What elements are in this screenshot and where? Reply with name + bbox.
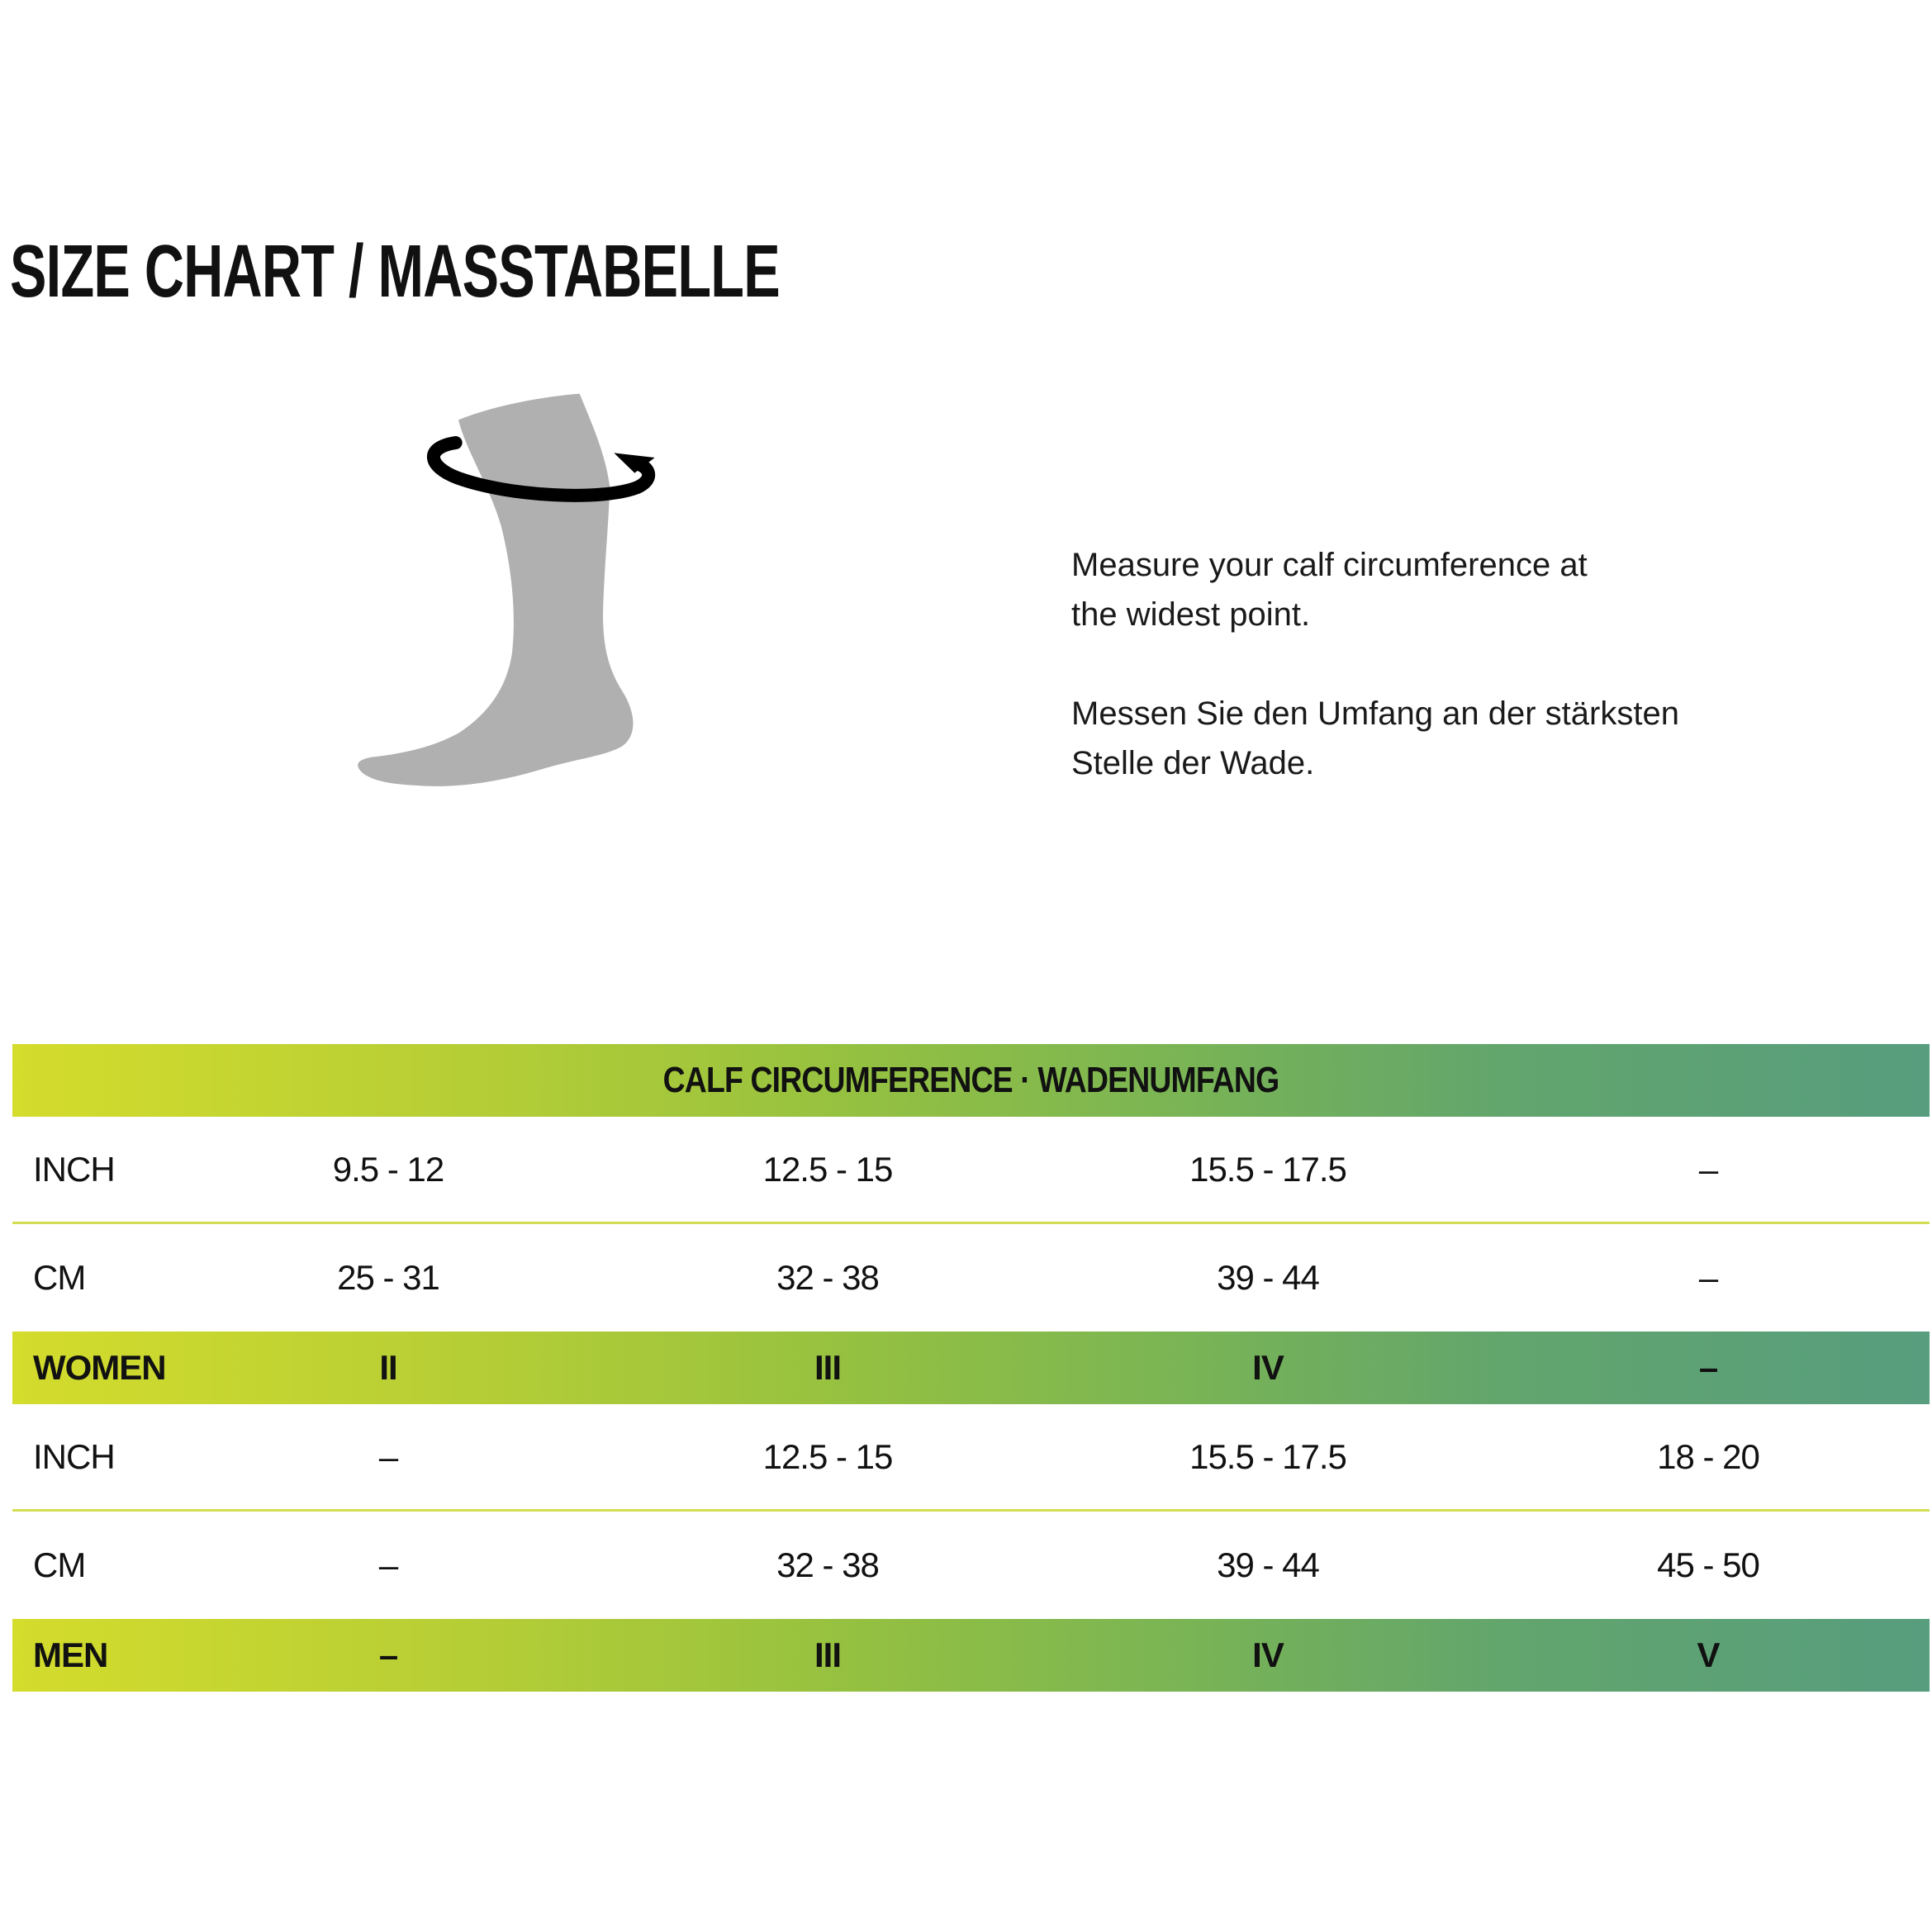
table-header: CALF CIRCUMFERENCE · WADENUMFANG [12, 1044, 1930, 1117]
size-cell: V [1697, 1635, 1720, 1674]
table-row-men-sizes: MEN – III IV V [12, 1619, 1930, 1692]
instruction-line: Messen Sie den Umfang an der stärksten [1071, 695, 1679, 732]
instructions-german: Messen Sie den Umfang an der stärksten S… [1071, 689, 1815, 788]
sock-icon [358, 393, 634, 786]
size-cell: IV [1252, 1348, 1284, 1387]
table-cell: 39 - 44 [1217, 1258, 1320, 1297]
table-cell: 9.5 - 12 [332, 1149, 444, 1189]
table-cell: 32 - 38 [776, 1258, 880, 1297]
size-cell: III [814, 1348, 842, 1387]
size-cell: – [1698, 1348, 1718, 1387]
instruction-line: the widest point. [1071, 596, 1311, 633]
table-cell: – [1698, 1258, 1718, 1297]
size-cell: III [814, 1635, 842, 1674]
table-row-men-cm: CM – 32 - 38 39 - 44 45 - 50 [12, 1512, 1930, 1619]
table-row-women-inch: INCH 9.5 - 12 12.5 - 15 15.5 - 17.5 – [12, 1117, 1930, 1224]
instruction-line: Stelle der Wade. [1071, 745, 1315, 781]
size-cell: IV [1252, 1635, 1284, 1674]
table-row-women-cm: CM 25 - 31 32 - 38 39 - 44 – [12, 1224, 1930, 1332]
table-cell: 18 - 20 [1657, 1436, 1760, 1476]
table-cell: 25 - 31 [337, 1258, 440, 1297]
size-cell: II [379, 1348, 397, 1387]
table-cell: 12.5 - 15 [762, 1436, 894, 1476]
page-title: SIZE CHART / MASSTABELLE [10, 230, 781, 313]
table-cell: – [1698, 1149, 1718, 1189]
row-label: CM [33, 1545, 86, 1584]
table-cell: 32 - 38 [776, 1545, 880, 1584]
table-row-women-sizes: WOMEN II III IV – [12, 1332, 1930, 1404]
circumference-arrow-icon [427, 436, 656, 502]
row-label: WOMEN [33, 1348, 167, 1387]
row-label: CM [33, 1258, 86, 1297]
row-label: INCH [33, 1436, 116, 1476]
table-cell: – [378, 1436, 398, 1476]
measuring-instructions: Measure your calf circumference at the w… [1071, 540, 1815, 838]
size-cell: – [378, 1635, 398, 1674]
table-cell: 15.5 - 17.5 [1189, 1436, 1347, 1476]
arrowhead-icon [614, 453, 655, 473]
sock-measurement-icon [358, 393, 656, 786]
table-row-men-inch: INCH – 12.5 - 15 15.5 - 17.5 18 - 20 [12, 1404, 1930, 1512]
table-cell: 15.5 - 17.5 [1189, 1149, 1347, 1189]
table-header-label: CALF CIRCUMFERENCE · WADENUMFANG [662, 1060, 1280, 1100]
size-table: CALF CIRCUMFERENCE · WADENUMFANG INCH 9.… [12, 1044, 1930, 1692]
instruction-line: Measure your calf circumference at [1071, 547, 1588, 583]
instructions-english: Measure your calf circumference at the w… [1071, 540, 1815, 639]
table-cell: – [378, 1545, 398, 1584]
table-cell: 12.5 - 15 [762, 1149, 894, 1189]
row-label: INCH [33, 1149, 116, 1189]
row-label: MEN [33, 1635, 108, 1674]
table-cell: 39 - 44 [1217, 1545, 1320, 1584]
table-cell: 45 - 50 [1657, 1545, 1760, 1584]
